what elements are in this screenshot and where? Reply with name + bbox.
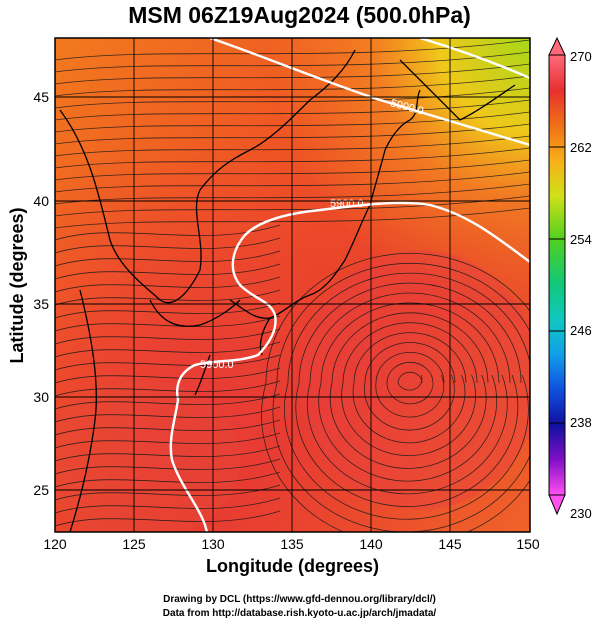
y-tick-label: 30 xyxy=(33,389,49,405)
contour-label: 5900.0 xyxy=(330,198,364,210)
credit-data: Data from http://database.rish.kyoto-u.a… xyxy=(162,608,437,619)
x-tick-label: 135 xyxy=(280,536,304,552)
map-title: MSM 06Z19Aug2024 (500.0hPa) xyxy=(128,2,471,28)
x-tick-label: 145 xyxy=(438,536,462,552)
colorbar-tick-label: 246 xyxy=(570,323,592,338)
x-tick-label: 120 xyxy=(43,536,67,552)
plot-frame xyxy=(54,37,531,533)
geopotential-contour-5900 xyxy=(169,38,530,532)
x-axis-label: Longitude (degrees) xyxy=(205,556,379,576)
x-tick-label: 150 xyxy=(516,536,540,552)
colorbar: 270 262 254 246 238 230 xyxy=(548,36,592,521)
y-tick-label: 35 xyxy=(33,296,49,312)
colorbar-tick-label: 254 xyxy=(570,232,592,247)
y-tick-label: 25 xyxy=(33,482,49,498)
x-tick-label: 125 xyxy=(122,536,146,552)
colorbar-tick-label: 238 xyxy=(570,415,592,430)
colorbar-tick-label: 230 xyxy=(570,506,592,521)
y-tick-label: 40 xyxy=(33,193,49,209)
lat-lon-grid xyxy=(55,38,530,532)
credit-drawing: Drawing by DCL (https://www.gfd-dennou.o… xyxy=(163,594,436,605)
x-tick-labels: 120 125 130 135 140 145 150 xyxy=(43,536,540,552)
contour-label: 5900.0 xyxy=(200,359,234,371)
y-tick-label: 45 xyxy=(33,89,49,105)
x-tick-label: 140 xyxy=(359,536,383,552)
coastlines xyxy=(59,49,516,532)
y-axis-label: Latitude (degrees) xyxy=(7,207,27,364)
colorbar-tick-label: 262 xyxy=(570,140,592,155)
y-tick-labels: 25 30 35 40 45 xyxy=(33,89,49,498)
x-tick-label: 130 xyxy=(201,536,225,552)
colorbar-tick-label: 270 xyxy=(570,49,592,64)
